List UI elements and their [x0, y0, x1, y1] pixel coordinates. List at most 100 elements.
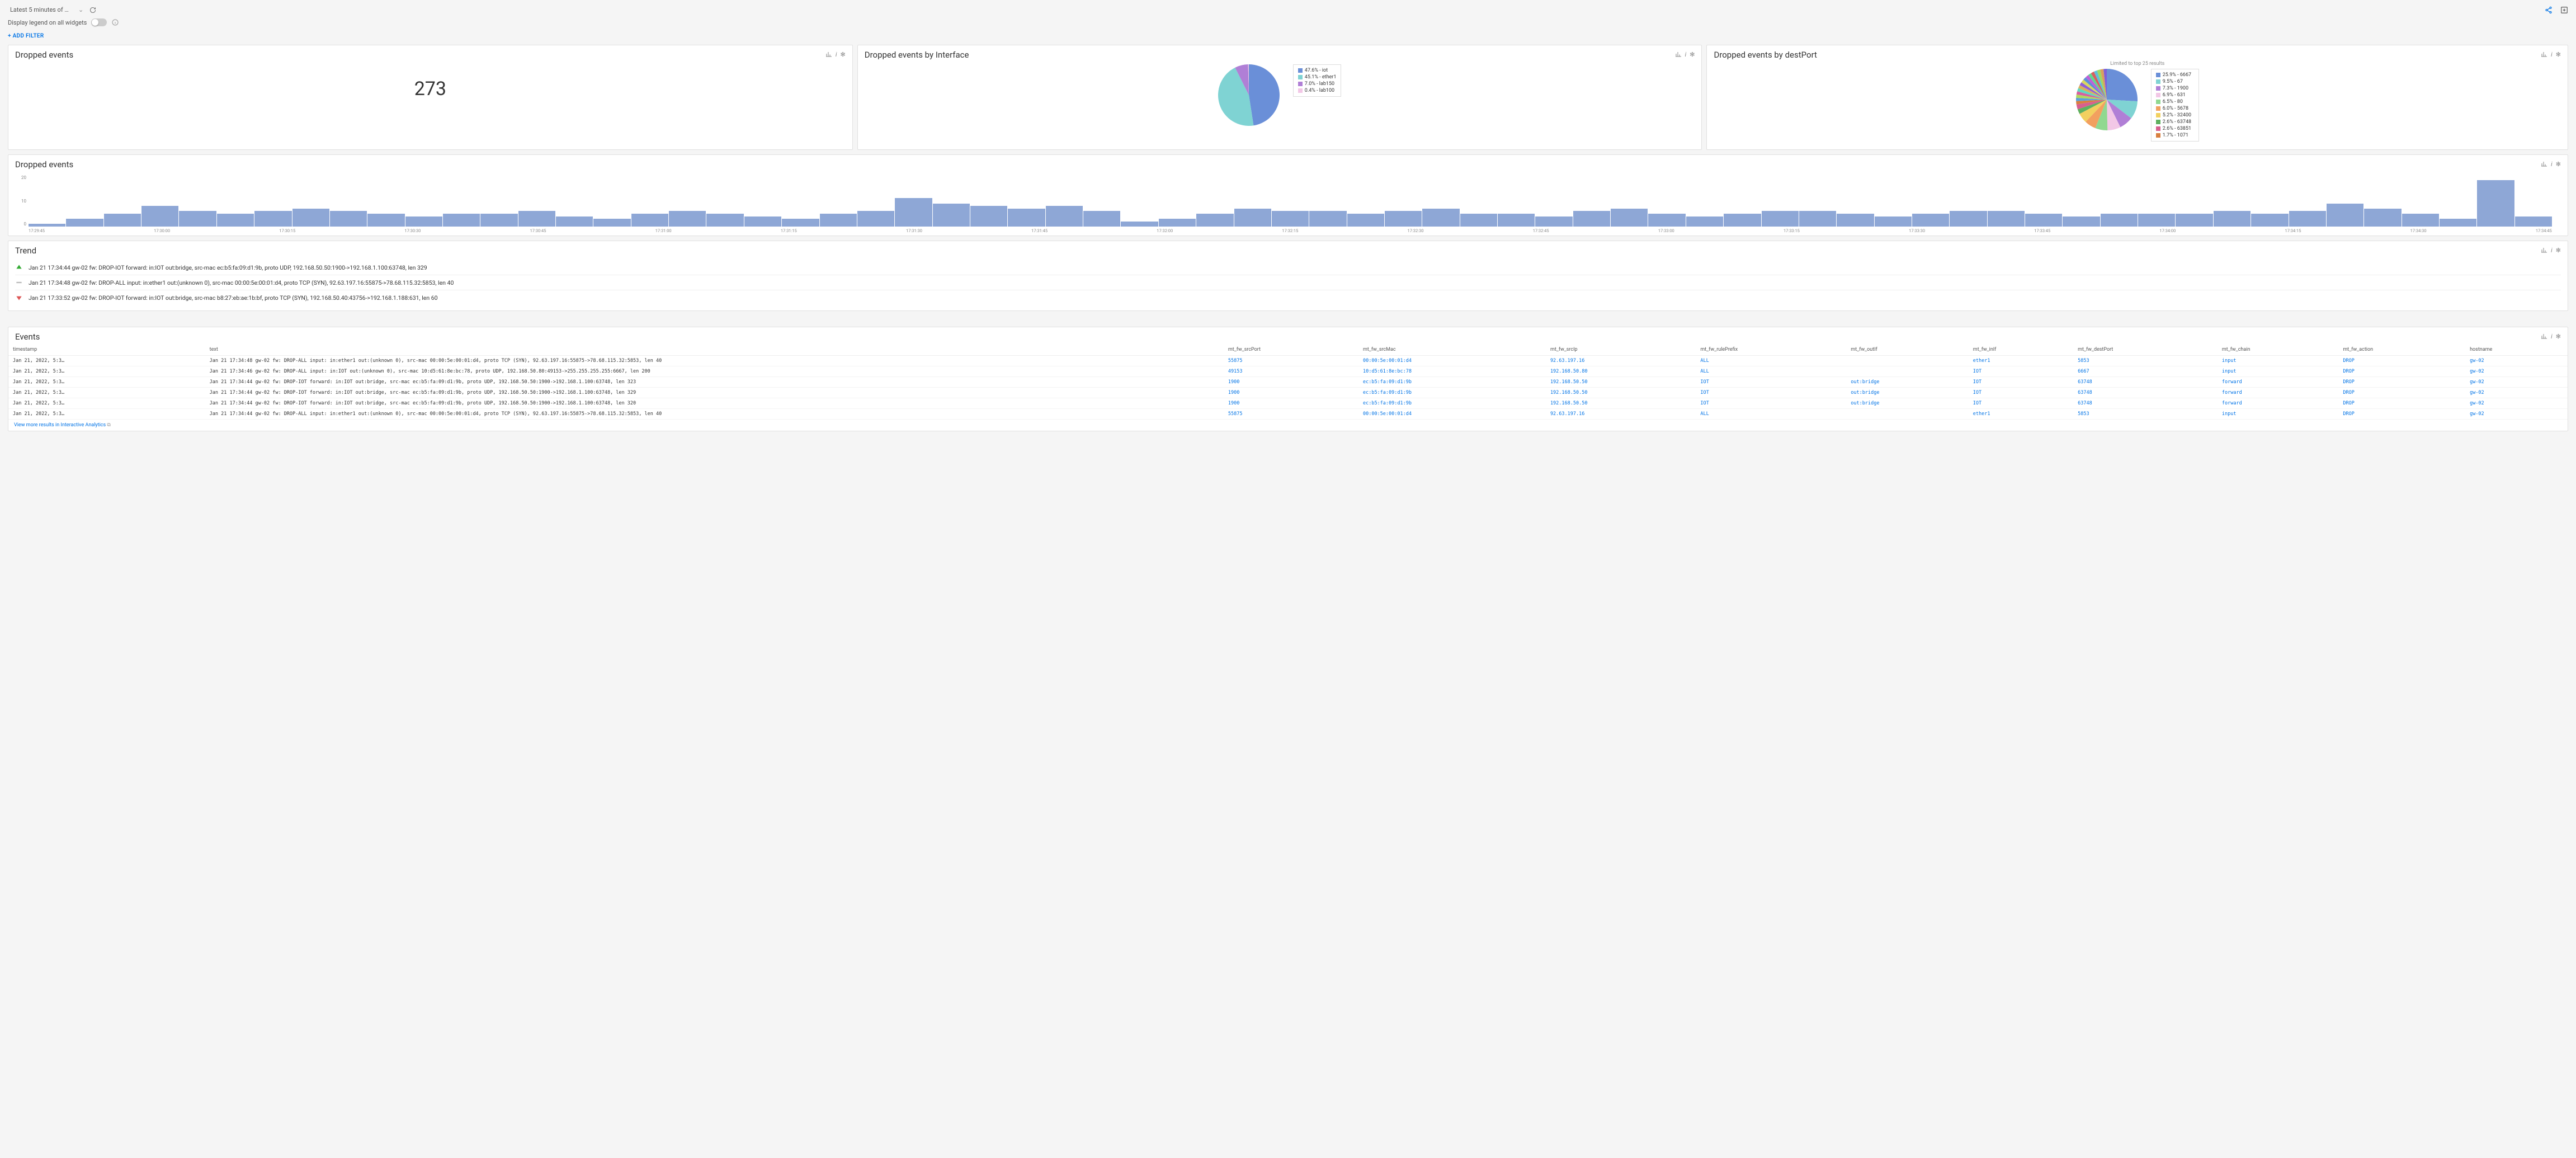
bar[interactable]	[1498, 214, 1535, 227]
legend-item[interactable]: 0.4% - lab100	[1298, 87, 1337, 94]
bar[interactable]	[970, 206, 1007, 227]
bar[interactable]	[1875, 216, 1912, 227]
bar[interactable]	[2477, 180, 2514, 227]
bar[interactable]	[1121, 222, 1158, 227]
bar[interactable]	[1159, 219, 1196, 227]
bar[interactable]	[443, 214, 480, 227]
legend-item[interactable]: 6.0% - 5678	[2156, 105, 2194, 112]
bar[interactable]	[1686, 216, 1723, 227]
legend-item[interactable]: 9.5% - 67	[2156, 78, 2194, 85]
col-mt_fw_destPort[interactable]: mt_fw_destPort	[2073, 344, 2218, 356]
add-filter-button[interactable]: + ADD FILTER	[8, 33, 44, 39]
col-text[interactable]: text	[205, 344, 1224, 356]
bar[interactable]	[1648, 214, 1685, 227]
col-mt_fw_srcPort[interactable]: mt_fw_srcPort	[1224, 344, 1358, 356]
bar[interactable]	[29, 224, 65, 227]
bar[interactable]	[518, 211, 555, 227]
bar[interactable]	[254, 211, 291, 227]
bar[interactable]	[480, 214, 517, 227]
info-icon[interactable]: i	[2551, 247, 2553, 255]
bar[interactable]	[669, 211, 706, 227]
info-icon[interactable]	[111, 18, 119, 26]
bar[interactable]	[1535, 216, 1572, 227]
legend-item[interactable]: 6.9% - 631	[2156, 92, 2194, 98]
bar[interactable]	[2025, 214, 2062, 227]
gear-icon[interactable]: ✻	[2556, 161, 2561, 169]
info-icon[interactable]: i	[2551, 161, 2553, 169]
table-row[interactable]: Jan 21, 2022, 5:3…Jan 21 17:34:44 gw-02 …	[8, 409, 2568, 420]
bar[interactable]	[292, 209, 329, 227]
legend-item[interactable]: 47.6% - iot	[1298, 67, 1337, 74]
col-mt_fw_rulePrefix[interactable]: mt_fw_rulePrefix	[1696, 344, 1846, 356]
bar[interactable]	[1611, 209, 1648, 227]
gear-icon[interactable]: ✻	[841, 51, 846, 59]
info-icon[interactable]: i	[2551, 333, 2553, 341]
bar[interactable]	[1422, 209, 1459, 227]
bar[interactable]	[66, 219, 103, 227]
table-row[interactable]: Jan 21, 2022, 5:3…Jan 21 17:34:48 gw-02 …	[8, 356, 2568, 366]
bar[interactable]	[367, 214, 404, 227]
bar[interactable]	[556, 216, 593, 227]
bar[interactable]	[2101, 214, 2138, 227]
gear-icon[interactable]: ✻	[2556, 51, 2561, 59]
fullscreen-icon[interactable]	[2560, 6, 2568, 14]
legend-item[interactable]: 5.2% - 32400	[2156, 112, 2194, 119]
col-mt_fw_inIf[interactable]: mt_fw_inIf	[1969, 344, 2073, 356]
chart-icon[interactable]	[2541, 161, 2547, 169]
bar[interactable]	[593, 219, 630, 227]
gear-icon[interactable]: ✻	[2556, 333, 2561, 341]
bar[interactable]	[706, 214, 743, 227]
legend-item[interactable]: 1.7% - 1071	[2156, 132, 2194, 139]
bar[interactable]	[820, 214, 857, 227]
bar[interactable]	[2289, 211, 2326, 227]
trend-row[interactable]: Jan 21 17:33:52 gw-02 fw: DROP-IOT forwa…	[15, 290, 2561, 305]
bar[interactable]	[895, 198, 932, 227]
table-row[interactable]: Jan 21, 2022, 5:3…Jan 21 17:34:44 gw-02 …	[8, 398, 2568, 409]
bar[interactable]	[1272, 211, 1309, 227]
bar[interactable]	[2327, 204, 2363, 227]
trend-row[interactable]: Jan 21 17:34:48 gw-02 fw: DROP-ALL input…	[15, 275, 2561, 290]
time-range-select[interactable]: Latest 5 minutes of d…	[8, 4, 81, 15]
bar[interactable]	[782, 219, 819, 227]
view-more-link[interactable]: View more results in Interactive Analyti…	[14, 422, 106, 428]
bar[interactable]	[1573, 211, 1610, 227]
chart-icon[interactable]	[2541, 247, 2547, 255]
legend-toggle[interactable]	[91, 18, 107, 26]
legend-item[interactable]: 45.1% - ether1	[1298, 74, 1337, 81]
bar[interactable]	[1837, 214, 1874, 227]
info-icon[interactable]: i	[836, 51, 837, 59]
bar[interactable]	[1046, 206, 1083, 227]
bar[interactable]	[1196, 214, 1233, 227]
bar[interactable]	[1309, 211, 1346, 227]
chart-icon[interactable]	[825, 51, 832, 59]
bar[interactable]	[104, 214, 141, 227]
bar[interactable]	[2251, 214, 2288, 227]
bar[interactable]	[933, 204, 970, 227]
bar[interactable]	[1950, 211, 1987, 227]
chart-icon[interactable]	[1675, 51, 1682, 59]
col-mt_fw_srcMac[interactable]: mt_fw_srcMac	[1358, 344, 1546, 356]
bar[interactable]	[2176, 214, 2212, 227]
bar[interactable]	[1724, 214, 1761, 227]
legend-item[interactable]: 7.3% - 1900	[2156, 85, 2194, 92]
bar[interactable]	[1460, 214, 1497, 227]
bar[interactable]	[857, 211, 894, 227]
bar[interactable]	[2402, 214, 2439, 227]
col-timestamp[interactable]: timestamp	[8, 344, 205, 356]
legend-item[interactable]: 7.0% - lab150	[1298, 81, 1337, 87]
bar[interactable]	[1988, 211, 2025, 227]
bar[interactable]	[1008, 209, 1045, 227]
bar[interactable]	[2138, 214, 2175, 227]
table-row[interactable]: Jan 21, 2022, 5:3…Jan 21 17:34:46 gw-02 …	[8, 366, 2568, 377]
bar[interactable]	[1762, 211, 1799, 227]
info-icon[interactable]: i	[1685, 51, 1687, 59]
gear-icon[interactable]: ✻	[2556, 247, 2561, 255]
gear-icon[interactable]: ✻	[1690, 51, 1695, 59]
bar[interactable]	[1912, 214, 1949, 227]
bar[interactable]	[2515, 216, 2552, 227]
bar[interactable]	[330, 211, 367, 227]
bar[interactable]	[405, 216, 442, 227]
col-mt_fw_action[interactable]: mt_fw_action	[2338, 344, 2465, 356]
bar[interactable]	[1799, 211, 1836, 227]
bar[interactable]	[1083, 211, 1120, 227]
